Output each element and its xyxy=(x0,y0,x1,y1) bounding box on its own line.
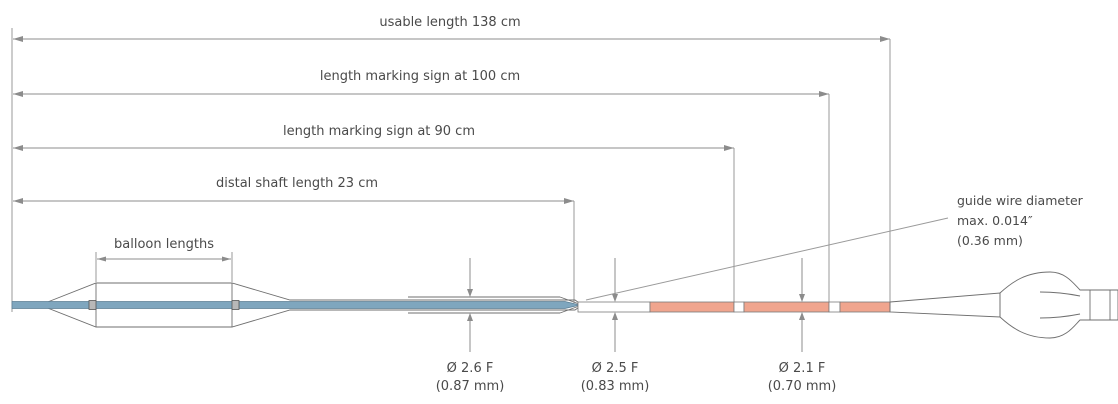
balloon-marker-proximal xyxy=(88,300,97,310)
distal-shaft-dimension: distal shaft length 23 cm xyxy=(13,176,575,303)
shaft-section-2 xyxy=(743,301,830,313)
length-marker-90 xyxy=(733,301,745,313)
marking-100-dimension: length marking sign at 100 cm xyxy=(13,69,830,306)
diameter-indicator-2: Ø 2.5 F (0.83 mm) xyxy=(581,258,650,394)
diameter-1-mm: (0.87 mm) xyxy=(436,379,505,394)
diameter-1-f: Ø 2.6 F xyxy=(447,361,494,376)
diameter-indicator-1: Ø 2.6 F (0.87 mm) xyxy=(436,258,505,394)
diameter-2-mm: (0.83 mm) xyxy=(581,379,650,394)
catheter xyxy=(11,271,1118,339)
shaft-section-1 xyxy=(649,301,735,313)
luer-hub xyxy=(999,271,1118,339)
marking-90-dimension: length marking sign at 90 cm xyxy=(13,124,735,306)
guide-wire-line1: guide wire diameter xyxy=(957,193,1084,208)
length-marker-100 xyxy=(828,301,841,313)
diameter-3-mm: (0.70 mm) xyxy=(768,379,837,394)
balloon-lengths-label: balloon lengths xyxy=(114,237,214,252)
guide-wire-line3: (0.36 mm) xyxy=(957,233,1023,248)
shaft-segment-white xyxy=(577,301,651,313)
guide-wire-callout: guide wire diameter max. 0.014″ (0.36 mm… xyxy=(585,193,1084,301)
shaft-section-3 xyxy=(839,301,891,313)
diameter-indicator-3: Ø 2.1 F (0.70 mm) xyxy=(768,258,837,394)
marking-100-label: length marking sign at 100 cm xyxy=(320,69,520,84)
distal-shaft-label: distal shaft length 23 cm xyxy=(216,176,378,191)
diameter-2-f: Ø 2.5 F xyxy=(592,361,639,376)
strain-relief xyxy=(889,292,1001,318)
guide-wire-line2: max. 0.014″ xyxy=(957,213,1033,228)
marking-90-label: length marking sign at 90 cm xyxy=(283,124,475,139)
diameter-3-f: Ø 2.1 F xyxy=(779,361,826,376)
balloon-marker-distal xyxy=(231,300,240,310)
distal-shaft xyxy=(11,301,581,309)
usable-length-label: usable length 138 cm xyxy=(379,15,520,30)
usable-length-dimension: usable length 138 cm xyxy=(13,15,891,306)
balloon-lengths-dimension: balloon lengths xyxy=(95,237,233,282)
